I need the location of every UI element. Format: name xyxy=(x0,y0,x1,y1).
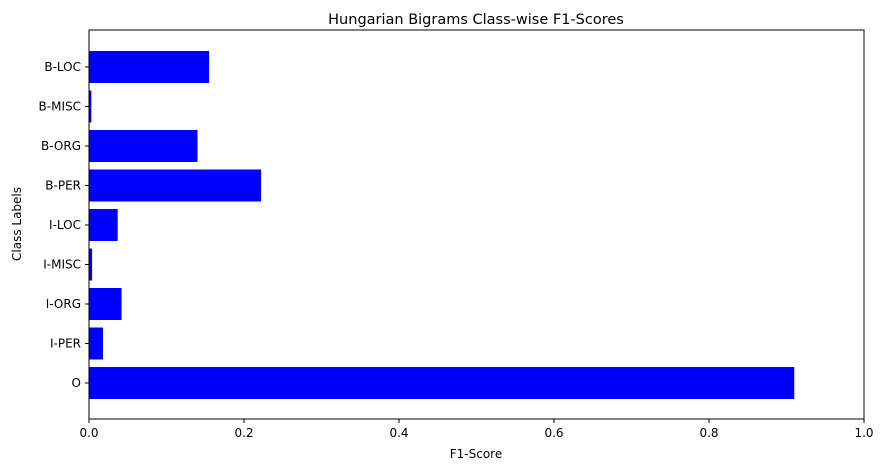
bar-b-org xyxy=(89,130,198,162)
y-axis-label: Class Labels xyxy=(10,187,24,261)
y-tick-label-b-loc: B-LOC xyxy=(44,60,81,74)
plot-area-frame xyxy=(88,29,865,420)
y-tick-label-i-misc: I-MISC xyxy=(43,258,81,272)
bar-o xyxy=(89,367,795,399)
y-tick-label-b-org: B-ORG xyxy=(41,139,81,153)
bars-group xyxy=(89,51,795,399)
bar-i-misc xyxy=(89,248,93,281)
bar-b-loc xyxy=(89,51,210,83)
chart-title: Hungarian Bigrams Class-wise F1-Scores xyxy=(328,12,624,28)
x-tick-label-4: 0.8 xyxy=(699,426,718,440)
bar-i-loc xyxy=(89,209,118,241)
x-tick-label-1: 0.2 xyxy=(234,426,253,440)
y-tick-label-o: O xyxy=(72,376,81,390)
x-tick-label-0: 0.0 xyxy=(79,426,98,440)
x-tick-label-3: 0.6 xyxy=(544,426,563,440)
y-axis: O I-PER I-ORG I-MISC I-LOC B-PER B-ORG B-MISC B-… xyxy=(39,60,89,390)
x-tick-label-5: 1.0 xyxy=(854,426,873,440)
y-tick-label-i-loc: I-LOC xyxy=(49,218,81,232)
bar-i-org xyxy=(89,288,122,320)
x-axis-label: F1-Score xyxy=(450,447,502,461)
y-tick-label-b-per: B-PER xyxy=(45,179,81,193)
y-tick-label-i-org: I-ORG xyxy=(46,297,81,311)
x-axis: 0.0 0.2 0.4 0.6 0.8 1.0 xyxy=(79,419,874,440)
y-tick-label-i-per: I-PER xyxy=(50,337,81,351)
bar-b-per xyxy=(89,169,262,202)
bar-i-per xyxy=(89,327,103,360)
bar-b-misc xyxy=(89,90,92,123)
y-tick-label-b-misc: B-MISC xyxy=(39,100,81,114)
x-tick-label-2: 0.4 xyxy=(389,426,408,440)
